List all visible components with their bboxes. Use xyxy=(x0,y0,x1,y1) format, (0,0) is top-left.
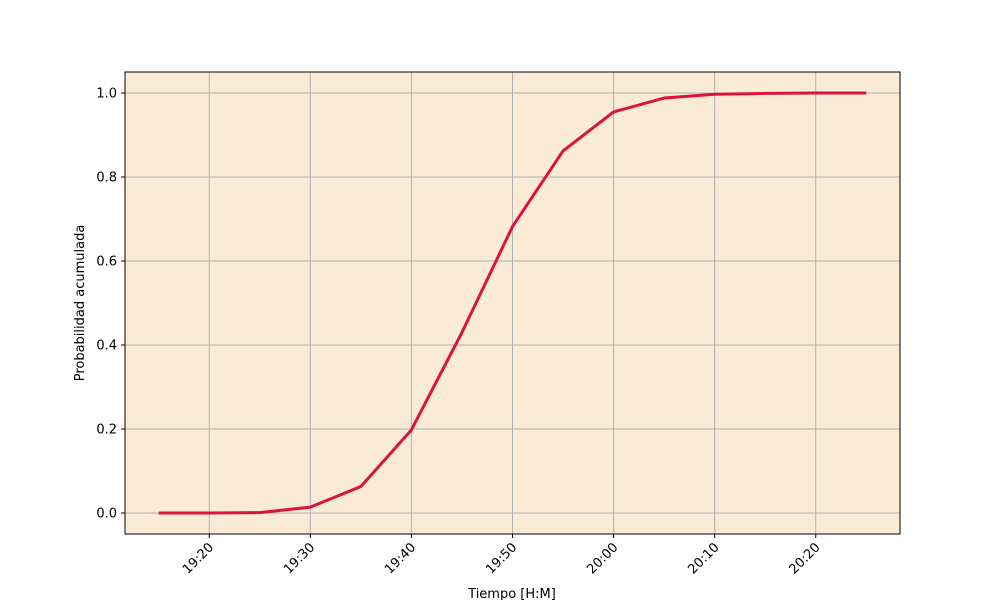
x-tick-label: 20:20 xyxy=(786,540,823,577)
x-tick-label: 19:20 xyxy=(180,540,217,577)
y-tick-label: 0.2 xyxy=(96,423,117,438)
x-axis: 19:20 19:30 19:40 19:50 20:00 20:10 20:20 xyxy=(180,534,824,577)
y-tick-label: 0.8 xyxy=(96,171,117,186)
y-tick-label: 0.4 xyxy=(96,339,117,354)
y-axis-label: Probabilidad acumulada xyxy=(73,225,88,382)
y-tick-label: 1.0 xyxy=(96,87,117,102)
y-axis: 0.0 0.2 0.4 0.6 0.8 1.0 xyxy=(96,87,125,522)
y-tick-label: 0.0 xyxy=(96,507,117,522)
x-tick-label: 20:00 xyxy=(584,540,621,577)
x-tick-label: 19:30 xyxy=(281,540,318,577)
x-axis-label: Tiempo [H:M] xyxy=(467,587,556,600)
y-tick-label: 0.6 xyxy=(96,255,117,270)
x-tick-label: 20:10 xyxy=(685,540,722,577)
cumulative-probability-line xyxy=(158,91,867,515)
x-tick-label: 19:50 xyxy=(483,540,520,577)
x-tick-label: 19:40 xyxy=(382,540,419,577)
